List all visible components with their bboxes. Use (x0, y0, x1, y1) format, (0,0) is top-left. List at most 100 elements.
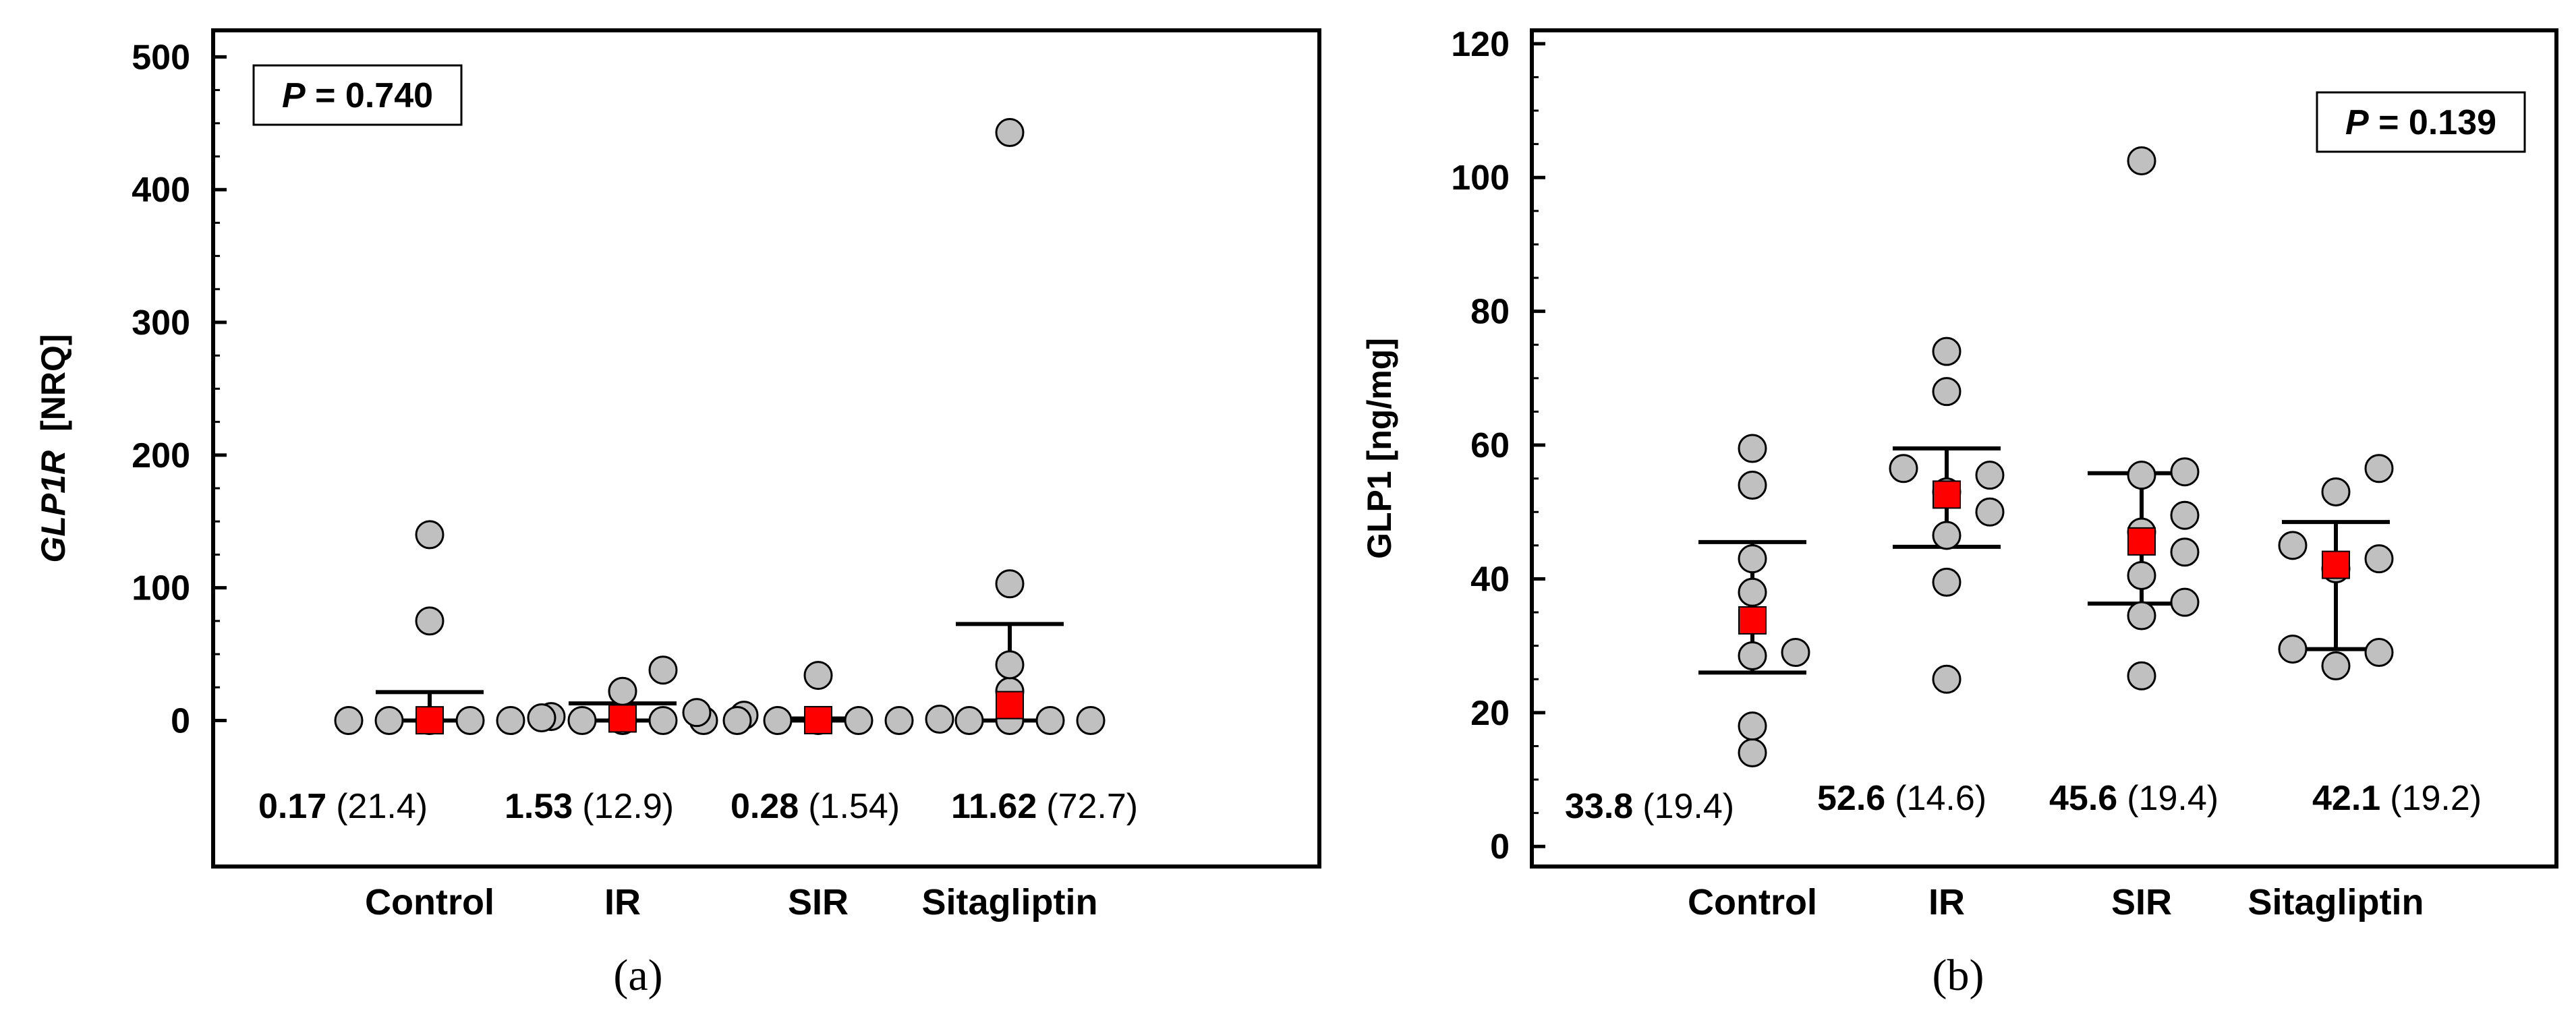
stat-paren: (21.4) (336, 787, 428, 826)
y-tick-label: 400 (132, 171, 190, 210)
data-point (1738, 471, 1767, 500)
data-point (496, 705, 525, 735)
stat-main: 1.53 (505, 787, 573, 826)
data-point (1932, 521, 1962, 550)
data-point (2278, 635, 2308, 664)
data-point (2170, 500, 2200, 530)
data-point (1975, 497, 2005, 527)
data-point (415, 606, 445, 636)
data-point (2278, 531, 2308, 560)
stat-ir-a: 1.53 (12.9) (505, 787, 674, 826)
data-point (1932, 377, 1962, 407)
data-point (334, 705, 364, 735)
plot-frame-a (211, 28, 1321, 869)
summary-marker (2322, 550, 2350, 579)
data-point (2127, 461, 2156, 490)
p-value-box-b (2316, 91, 2526, 153)
marks-b (1698, 146, 2394, 767)
p-value-text-b: = 0.139 (2369, 103, 2496, 142)
stat-main: 52.6 (1817, 779, 1885, 818)
y-ticks-b: 0 20 40 60 80 100 120 (1451, 25, 1545, 867)
category-label-sitagliptin-b: Sitagliptin (2248, 882, 2424, 922)
category-label-ir-a: IR (604, 882, 641, 922)
stat-main: 0.17 (258, 787, 326, 826)
stat-main: 0.28 (731, 787, 799, 826)
p-value-b: P = 0.139 (2345, 103, 2496, 142)
data-point (1932, 567, 1962, 597)
y-tick-label: 20 (1470, 694, 1510, 733)
category-label-ir-b: IR (1928, 882, 1965, 922)
summary-marker (608, 704, 637, 733)
category-label-sitagliptin-a: Sitagliptin (922, 882, 1098, 922)
data-point (925, 705, 954, 734)
stat-control-b: 33.8 (19.4) (1565, 787, 1734, 826)
data-point (2127, 146, 2156, 175)
data-point (527, 703, 556, 733)
data-point (2364, 544, 2394, 574)
y-tick-label: 500 (132, 38, 190, 77)
y-tick-label: 100 (132, 569, 190, 608)
category-label-control-b: Control (1688, 882, 1817, 922)
stat-paren: (12.9) (582, 787, 674, 826)
stat-main: 11.62 (951, 787, 1037, 826)
y-ticks-a: 0 100 200 300 400 500 (132, 38, 227, 740)
stat-paren: (72.7) (1046, 787, 1138, 826)
p-value-text-a: = 0.740 (306, 76, 433, 115)
data-point (2321, 651, 2351, 680)
data-point (2364, 454, 2394, 483)
stat-paren: (14.6) (1895, 779, 1986, 818)
stat-paren: (19.4) (2127, 779, 2219, 818)
stat-sitagliptin-b: 42.1 (19.2) (2312, 779, 2482, 818)
data-point (1932, 664, 1962, 694)
data-point (2321, 477, 2351, 506)
data-point (803, 661, 833, 691)
data-point (2170, 457, 2200, 487)
summary-marker (996, 691, 1024, 720)
stat-main: 42.1 (2312, 779, 2380, 818)
panel-a: 0 100 200 300 400 500 P = 0.740 GLP1R [NRQ] 0.… (34, 28, 1321, 1000)
data-point (1738, 544, 1767, 574)
y-tick-label: 60 (1470, 426, 1510, 465)
panel-b: 0 20 40 60 80 100 120 P = 0.139 GLP1 [ng/mg] 3… (1361, 25, 2558, 1000)
panel-label-b: (b) (1933, 951, 1984, 1000)
data-point (1738, 738, 1767, 767)
stat-paren: (19.2) (2390, 779, 2482, 818)
summary-marker (2127, 527, 2156, 556)
stat-ir-b: 52.6 (14.6) (1817, 779, 1986, 818)
stat-paren: (19.4) (1642, 787, 1734, 826)
y-tick-label: 80 (1470, 293, 1510, 332)
p-value-box-a (252, 64, 463, 126)
data-point (1738, 641, 1767, 671)
y-axis-title-italic-a: GLP1R (34, 450, 72, 563)
data-point (1781, 638, 1810, 668)
data-point (567, 705, 597, 735)
stat-main: 45.6 (2049, 779, 2117, 818)
data-point (2170, 587, 2200, 617)
data-point (954, 705, 984, 735)
plot-frame-b (1530, 28, 2558, 869)
data-point (884, 705, 914, 735)
y-tick-label: 0 (1490, 827, 1510, 867)
data-point (1932, 336, 1962, 366)
p-value-prefix-a: P (282, 76, 306, 115)
data-point (995, 118, 1025, 148)
stat-sir-a: 0.28 (1.54) (731, 787, 900, 826)
category-label-sir-b: SIR (2111, 882, 2172, 922)
y-tick-label: 100 (1451, 158, 1510, 198)
summary-marker (1933, 480, 1961, 509)
y-tick-label: 120 (1451, 25, 1510, 64)
summary-marker (804, 705, 832, 734)
stat-control-a: 0.17 (21.4) (258, 787, 428, 826)
data-point (1738, 711, 1767, 741)
data-point (2127, 661, 2156, 691)
data-point (682, 698, 712, 728)
stat-sir-b: 45.6 (19.4) (2049, 779, 2219, 818)
data-point (1738, 434, 1767, 463)
marks-a (334, 118, 1106, 735)
data-point (2170, 537, 2200, 567)
y-tick-label: 0 (171, 701, 190, 740)
data-point (415, 520, 445, 550)
y-tick-label: 300 (132, 303, 190, 343)
stat-sitagliptin-a: 11.62 (72.7) (951, 787, 1138, 826)
